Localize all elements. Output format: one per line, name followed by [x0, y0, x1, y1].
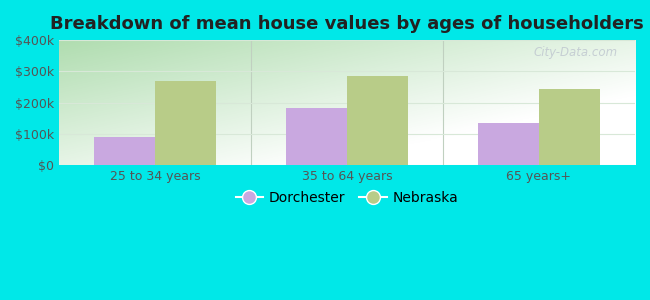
Legend: Dorchester, Nebraska: Dorchester, Nebraska: [230, 185, 464, 210]
Bar: [478, 123, 539, 165]
Title: Breakdown of mean house values by ages of householders: Breakdown of mean house values by ages o…: [50, 15, 644, 33]
Bar: [94, 137, 155, 165]
Text: City-Data.com: City-Data.com: [534, 46, 618, 59]
Bar: [155, 81, 216, 165]
Bar: [285, 108, 347, 165]
Bar: [539, 89, 601, 165]
Bar: [347, 76, 408, 165]
